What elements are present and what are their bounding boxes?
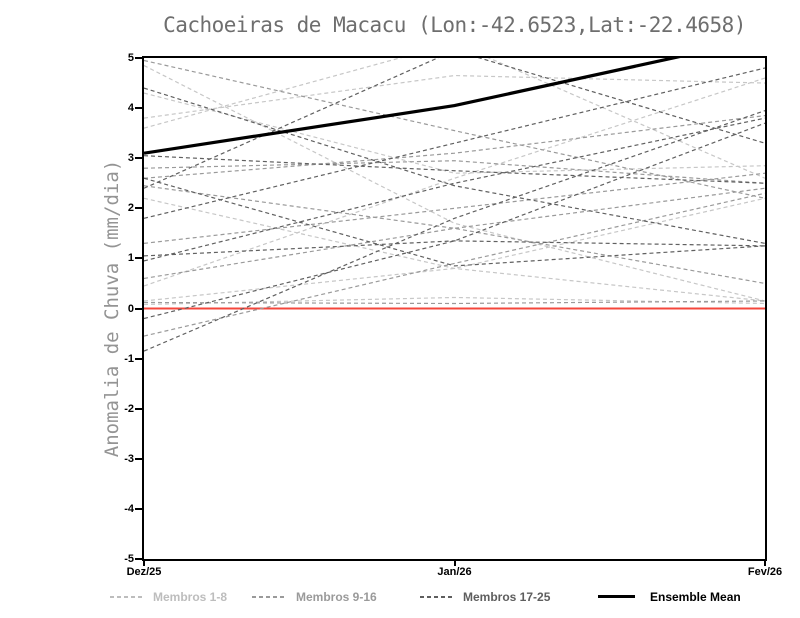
x-tick-mark <box>453 561 456 566</box>
y-tick-mark <box>135 507 142 510</box>
member-line <box>144 92 765 174</box>
member-line <box>144 172 765 244</box>
member-line <box>144 58 765 179</box>
legend-label-ensemble-mean: Ensemble Mean <box>650 590 741 604</box>
member-line <box>144 197 765 302</box>
member-line <box>144 115 765 179</box>
y-tick-mark <box>135 207 142 210</box>
ensemble-mean-line <box>144 58 681 155</box>
member-line <box>144 67 765 219</box>
legend: Membros 1-8 Membros 9-16 Membros 17-25 E… <box>0 589 800 605</box>
y-tick-label: -4 <box>124 502 134 515</box>
y-tick-mark <box>135 57 142 59</box>
legend-label-membros-17-25: Membros 17-25 <box>463 590 551 604</box>
y-tick-label: 2 <box>127 202 134 215</box>
chart-title: Cachoeiras de Macacu (Lon:-42.6523,Lat:-… <box>163 13 746 37</box>
member-line <box>144 64 765 302</box>
legend-label-membros-9-16: Membros 9-16 <box>296 590 377 604</box>
y-tick-label: -5 <box>124 553 134 565</box>
member-line <box>144 160 765 184</box>
member-line <box>144 122 765 320</box>
legend-sample-ensemble-mean <box>598 595 635 598</box>
y-tick-mark <box>135 307 142 310</box>
plot-box <box>142 56 767 561</box>
x-tick-label: Jan/26 <box>437 566 472 578</box>
member-line <box>144 117 765 262</box>
member-line <box>144 87 765 244</box>
x-tick-mark <box>764 561 766 566</box>
y-tick-mark <box>135 457 142 460</box>
member-line <box>144 192 765 337</box>
y-tick-label: -1 <box>124 352 134 365</box>
x-tick-label: Fev/26 <box>747 566 783 578</box>
y-tick-mark <box>135 107 142 110</box>
member-line <box>144 296 765 306</box>
x-tick-mark <box>143 561 145 566</box>
member-line <box>144 77 765 287</box>
member-line <box>144 240 765 257</box>
legend-label-membros-1-8: Membros 1-8 <box>153 590 228 604</box>
y-tick-mark <box>135 257 142 260</box>
legend-sample-membros-1-8 <box>110 596 144 598</box>
y-tick-label: -3 <box>124 452 134 465</box>
y-tick-label: -2 <box>124 402 134 415</box>
member-line <box>144 197 765 302</box>
y-tick-label: 4 <box>127 102 134 115</box>
member-line <box>144 59 765 199</box>
member-line <box>144 300 765 305</box>
y-tick-label: 5 <box>127 52 134 64</box>
x-tick-label: Dez/25 <box>126 566 162 578</box>
y-tick-label: 0 <box>127 302 134 315</box>
y-tick-mark <box>135 157 142 160</box>
member-line <box>144 155 765 184</box>
member-line <box>144 58 765 189</box>
y-tick-mark <box>135 407 142 410</box>
member-line <box>144 177 765 267</box>
y-tick-label: 3 <box>127 152 134 165</box>
legend-sample-membros-17-25 <box>420 596 454 598</box>
member-line <box>144 110 765 352</box>
y-tick-label: 1 <box>127 252 134 265</box>
plot-area <box>144 58 765 352</box>
y-tick-mark <box>135 558 142 560</box>
legend-sample-membros-9-16 <box>252 596 286 598</box>
y-tick-mark <box>135 357 142 360</box>
member-line <box>144 74 765 119</box>
